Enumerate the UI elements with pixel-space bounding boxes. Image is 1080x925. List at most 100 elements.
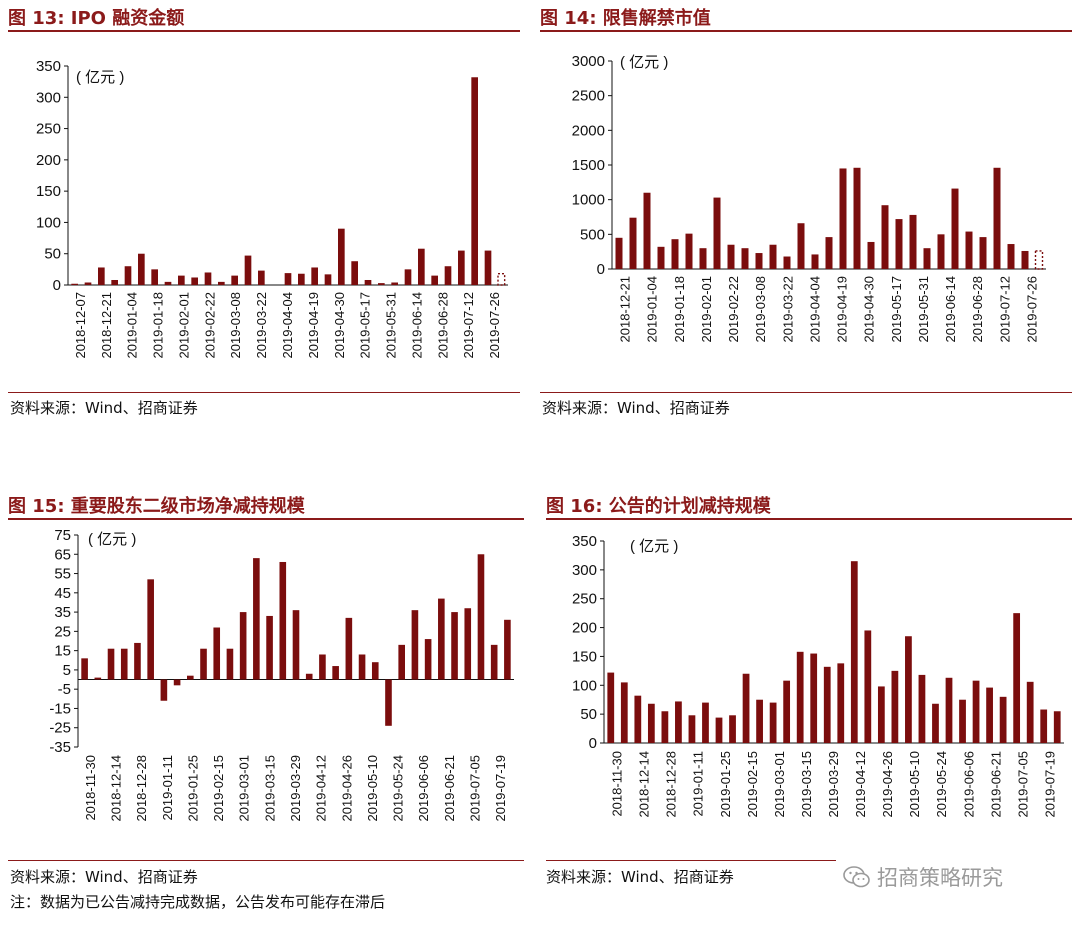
panel-ipo: 图 13: IPO 融资金额 0 50 100 150 200 250 300 350 ( 亿元…	[8, 0, 520, 420]
bar	[431, 275, 438, 285]
bar	[905, 636, 912, 743]
bar	[620, 682, 628, 743]
note-text: 注：数据为已公告减持完成数据，公告发布可能存在滞后	[10, 893, 386, 911]
x-tick-label: 2019-01-04	[125, 292, 140, 359]
bar	[643, 192, 651, 269]
bar	[364, 279, 372, 285]
bar	[909, 214, 917, 269]
bar	[1040, 709, 1048, 743]
bar	[484, 250, 492, 285]
bar	[993, 167, 1001, 269]
bar	[877, 686, 885, 743]
y-tick-label: 350	[572, 533, 597, 550]
bar	[783, 256, 791, 269]
x-tick-label: 2019-04-12	[314, 755, 329, 822]
bar	[895, 219, 903, 269]
bar	[451, 612, 458, 680]
x-tick-label: 2019-04-12	[853, 751, 868, 818]
bar	[218, 281, 225, 285]
source-text: 资料来源：Wind、招商证券	[10, 868, 198, 886]
title-underline	[546, 518, 1072, 520]
x-tick-label: 2019-01-11	[691, 751, 706, 817]
bar	[727, 244, 735, 269]
x-tick-label: 2019-03-22	[780, 276, 795, 343]
bar	[111, 279, 118, 285]
bar	[755, 253, 763, 269]
y-tick-label: -25	[49, 720, 71, 737]
bar	[699, 248, 707, 269]
x-tick-label: 2019-06-06	[961, 751, 976, 818]
bar	[81, 658, 88, 680]
x-tick-label: 2019-02-01	[699, 276, 714, 343]
x-tick-label: 2019-05-17	[358, 292, 373, 359]
x-tick-label: 2019-05-31	[384, 292, 399, 359]
y-tick-label: 150	[36, 183, 61, 200]
bar	[98, 267, 105, 285]
y-tick-label: 50	[44, 246, 61, 263]
source-divider	[8, 392, 520, 393]
x-tick-label: 2019-02-22	[726, 276, 741, 343]
bar	[244, 255, 252, 285]
bar	[226, 648, 234, 680]
bar	[385, 679, 392, 726]
bar	[923, 248, 931, 269]
x-tick-label: 2019-07-26	[487, 292, 502, 359]
bar	[138, 253, 145, 285]
x-tick-label: 2019-04-30	[332, 292, 347, 359]
bar	[937, 234, 945, 269]
bar	[839, 168, 847, 269]
y-tick-label: -15	[49, 700, 71, 717]
x-tick-label: 2019-07-12	[461, 292, 476, 359]
unit-label: ( 亿元 )	[620, 54, 668, 71]
bar	[634, 695, 642, 743]
bar	[756, 699, 763, 743]
y-tick-label: 150	[572, 648, 597, 665]
bar	[84, 282, 92, 285]
y-tick-label: 350	[36, 58, 61, 75]
bar	[629, 217, 637, 269]
bar	[657, 246, 665, 269]
x-tick-label: 2019-04-04	[807, 276, 822, 343]
bar	[319, 654, 326, 680]
x-tick-label: 2019-04-19	[306, 292, 321, 359]
bar	[404, 269, 412, 285]
y-tick-label: 200	[36, 152, 61, 169]
title-underline	[8, 518, 524, 520]
bar	[850, 561, 858, 743]
bar	[945, 677, 953, 743]
bar	[378, 283, 385, 285]
bar	[671, 239, 679, 269]
x-tick-label: 2019-06-14	[409, 292, 424, 359]
bar	[160, 679, 168, 701]
x-tick-label: 2018-12-07	[73, 292, 88, 359]
x-tick-label: 2019-06-21	[988, 751, 1003, 818]
chart-planned-reduction: 0 50 100 150 200 250 300 350 ( 亿元 ) 2018-11-30 201…	[572, 533, 1064, 818]
bar	[607, 672, 615, 743]
y-tick-label: -5	[58, 681, 71, 698]
wechat-icon	[843, 866, 870, 888]
y-tick-label: 1500	[572, 157, 605, 174]
watermark: 招商策略研究	[843, 862, 1003, 892]
bar	[999, 696, 1007, 743]
bar	[853, 167, 861, 269]
x-tick-label: 2019-02-22	[202, 292, 217, 359]
chart-title: 图 14: 限售解禁市值	[540, 8, 711, 29]
x-tick-label: 2018-12-14	[108, 755, 123, 822]
x-tick-label: 2019-07-26	[1024, 276, 1039, 343]
unit-label: ( 亿元 )	[88, 531, 136, 548]
bar	[797, 223, 805, 269]
bar	[1013, 613, 1021, 743]
bar	[391, 282, 398, 285]
bar	[972, 680, 980, 743]
bar	[147, 579, 154, 680]
bar	[213, 627, 221, 680]
x-tick-label: 2019-03-15	[799, 751, 814, 818]
bar	[796, 651, 804, 743]
y-tick-label: 0	[53, 277, 61, 294]
y-tick-label: 100	[36, 214, 61, 231]
bar	[266, 615, 273, 680]
x-tick-label: 2019-05-24	[934, 751, 949, 818]
bar	[134, 642, 141, 680]
x-tick-label: 2019-07-12	[997, 276, 1012, 343]
chart-net-reduction: -35 -25 -15 -5 5 15 25 35 45 55 65 75 ( 亿元 ) 2018-11-…	[49, 527, 514, 822]
